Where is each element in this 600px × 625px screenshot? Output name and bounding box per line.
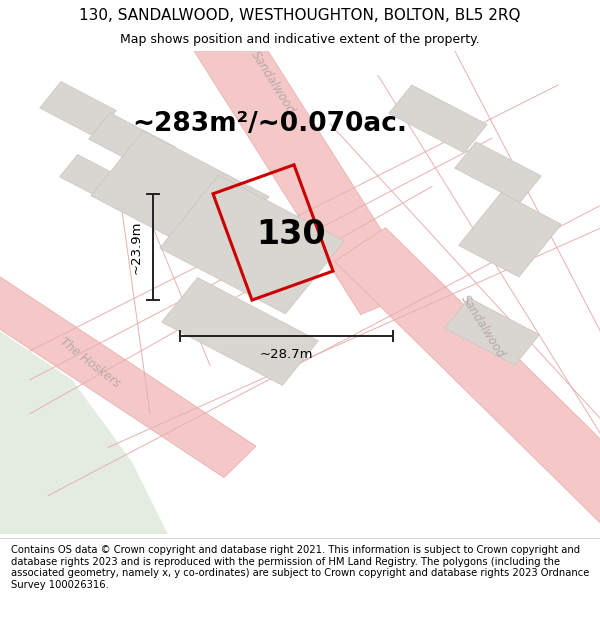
Polygon shape [0,331,168,534]
Text: Sandalwood: Sandalwood [248,49,298,117]
Polygon shape [89,112,175,173]
Text: ~23.9m: ~23.9m [130,220,143,274]
Polygon shape [59,154,121,199]
Polygon shape [455,142,541,202]
Polygon shape [91,131,269,261]
Polygon shape [187,15,419,314]
Polygon shape [0,268,256,478]
Polygon shape [389,85,487,152]
Polygon shape [445,298,539,365]
Polygon shape [160,175,344,314]
Text: 130: 130 [256,218,326,251]
Text: ~283m²/~0.070ac.: ~283m²/~0.070ac. [133,111,407,137]
Polygon shape [458,192,562,277]
Polygon shape [334,228,600,527]
Text: Map shows position and indicative extent of the property.: Map shows position and indicative extent… [120,34,480,46]
Text: ~28.7m: ~28.7m [260,348,313,361]
Polygon shape [161,278,319,386]
Text: 130, SANDALWOOD, WESTHOUGHTON, BOLTON, BL5 2RQ: 130, SANDALWOOD, WESTHOUGHTON, BOLTON, B… [79,8,521,23]
Text: Sandalwood: Sandalwood [458,292,508,361]
Text: Contains OS data © Crown copyright and database right 2021. This information is : Contains OS data © Crown copyright and d… [11,545,589,590]
Text: The Hoskers: The Hoskers [57,335,123,391]
Polygon shape [40,82,116,137]
